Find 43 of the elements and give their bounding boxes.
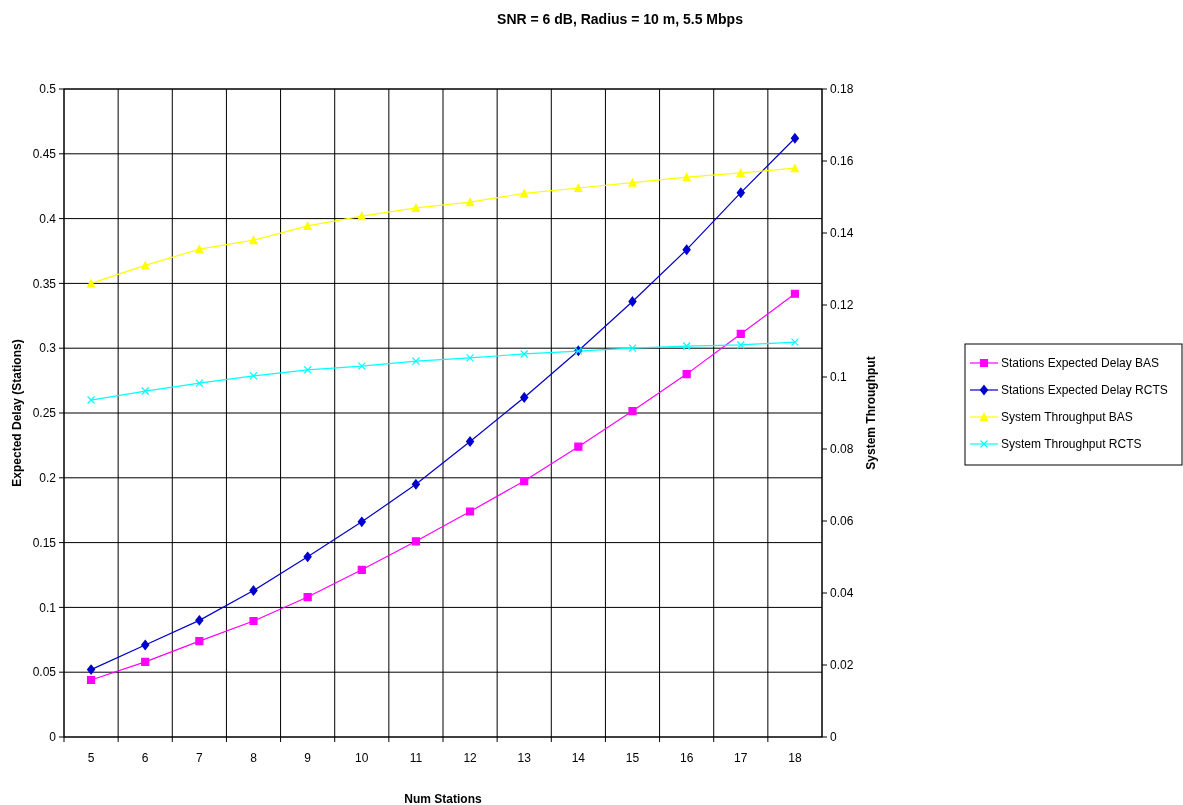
y-tick-label: 0.45 <box>32 147 57 161</box>
y-tick-label: 0.35 <box>32 276 57 291</box>
x-axis-title: Num Stations <box>404 792 482 805</box>
x-tick-label: 10 <box>355 751 369 765</box>
y-tick-label: 0.4 <box>39 211 57 226</box>
y-tick-label: 0.05 <box>32 665 57 680</box>
y-tick-label: 0.1 <box>39 600 57 615</box>
y-tick-label: 0 <box>49 730 57 745</box>
legend-label: System Throughput RCTS <box>1001 437 1142 452</box>
legend-label: Stations Expected Delay RCTS <box>1001 383 1168 398</box>
x-tick-label: 13 <box>517 751 532 765</box>
x-tick-label: 5 <box>87 751 95 765</box>
legend-label: Stations Expected Delay BAS <box>1001 356 1160 371</box>
y-tick-label: 0.25 <box>32 406 57 421</box>
y-tick-label: 0.5 <box>39 82 57 97</box>
chart-title: SNR = 6 dB, Radius = 10 m, 5.5 Mbps <box>497 11 744 27</box>
x-tick-label: 7 <box>196 751 204 765</box>
x-tick-label: 14 <box>571 751 586 765</box>
y-tick-label: 0.2 <box>39 471 57 485</box>
x-tick-label: 9 <box>304 751 312 765</box>
x-tick-label: 11 <box>409 751 423 765</box>
y2-tick-label: 0 <box>830 730 837 745</box>
x-tick-label: 12 <box>463 751 478 765</box>
y2-axis-title: System Throughput <box>864 356 878 470</box>
y-axis-title: Expected Delay (Stations) <box>10 339 24 487</box>
x-tick-label: 15 <box>625 751 640 765</box>
y2-tick-label: 0.02 <box>830 658 854 673</box>
y2-tick-label: 0.04 <box>830 586 854 601</box>
x-tick-label: 17 <box>734 751 748 765</box>
legend-label: System Throughput BAS <box>1001 410 1133 425</box>
y2-tick-label: 0.18 <box>830 82 854 97</box>
x-tick-label: 16 <box>679 751 694 765</box>
y2-tick-label: 0.06 <box>830 514 854 529</box>
x-tick-label: 18 <box>788 751 802 765</box>
y2-tick-label: 0.12 <box>830 298 854 313</box>
y-tick-label: 0.3 <box>39 341 57 356</box>
y-tick-label: 0.15 <box>32 535 57 550</box>
y2-tick-label: 0.16 <box>830 154 854 169</box>
y2-tick-label: 0.08 <box>830 442 854 457</box>
y2-tick-label: 0.1 <box>830 370 848 385</box>
x-tick-label: 6 <box>141 751 149 765</box>
y2-tick-label: 0.14 <box>830 226 854 241</box>
x-tick-label: 8 <box>250 751 258 765</box>
